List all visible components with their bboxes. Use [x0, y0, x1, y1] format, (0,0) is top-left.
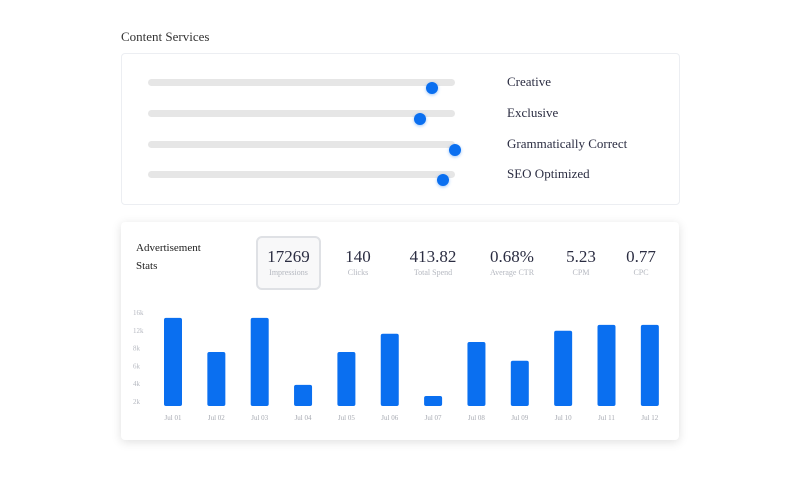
slider-label: Exclusive: [507, 105, 559, 120]
impressions-bar-chart: 16k 12k 8k 6k 4k 2k Jul 01 Jul 02 Jul 03 Jul 04 Ju…: [133, 309, 659, 422]
stat-value: 140: [345, 247, 371, 266]
bar-jul-11[interactable]: [597, 324, 616, 406]
bar-jul-01[interactable]: [164, 317, 182, 406]
x-tick-label: Jul 02: [208, 414, 225, 422]
advertisement-stats-card: Advertisement Stats 17269 Impressions 14…: [121, 222, 679, 440]
y-tick-label: 6k: [133, 362, 141, 370]
x-tick-label: Jul 10: [555, 414, 572, 422]
y-tick-label: 2k: [133, 398, 141, 406]
slider-handle[interactable]: [449, 144, 461, 156]
bar-jul-09[interactable]: [510, 360, 529, 406]
y-tick-label: 12k: [133, 327, 144, 335]
stat-label: Impressions: [269, 268, 308, 277]
content-services-card: Creative Exclusive Grammatically Correct…: [121, 53, 680, 205]
y-tick-label: 4k: [133, 380, 141, 388]
advertisement-stats-title: Advertisement Stats: [136, 242, 201, 272]
stat-label: Total Spend: [413, 268, 453, 277]
slider-label: Grammatically Correct: [507, 136, 628, 151]
stat-clicks[interactable]: 140 Clicks: [333, 236, 383, 286]
bar-jul-06[interactable]: [380, 333, 399, 406]
slider-label: Creative: [507, 74, 552, 89]
stat-average-ctr[interactable]: 0.68% Average CTR: [481, 236, 543, 286]
slider-creative[interactable]: [148, 79, 455, 94]
bar-jul-08[interactable]: [467, 341, 486, 406]
bar-jul-05[interactable]: [337, 351, 356, 406]
slider-exclusive[interactable]: [148, 110, 455, 125]
x-tick-label: Jul 03: [251, 414, 268, 422]
y-tick-label: 8k: [133, 345, 141, 353]
bar-jul-02[interactable]: [207, 351, 226, 406]
x-tick-label: Jul 09: [511, 414, 528, 422]
x-tick-label: Jul 05: [338, 414, 355, 422]
stat-value: 5.23: [566, 247, 596, 266]
stat-impressions[interactable]: 17269 Impressions: [256, 236, 321, 290]
x-tick-label: Jul 12: [641, 414, 658, 422]
stat-cpm[interactable]: 5.23 CPM: [556, 236, 606, 286]
stat-value: 0.68%: [490, 247, 534, 266]
bar-jul-03[interactable]: [250, 317, 269, 406]
bar-jul-07[interactable]: [424, 396, 443, 406]
slider-row-seo-optimized: SEO Optimized: [148, 165, 648, 186]
bar-jul-10[interactable]: [554, 330, 573, 406]
content-services-title: Content Services: [121, 29, 210, 44]
stat-total-spend[interactable]: 413.82 Total Spend: [403, 236, 463, 286]
stat-value: 413.82: [409, 247, 457, 266]
bar-jul-12[interactable]: [640, 324, 659, 406]
stat-value: 0.77: [626, 247, 656, 266]
y-tick-label: 16k: [133, 309, 144, 317]
x-tick-label: Jul 08: [468, 414, 485, 422]
stat-label: CPM: [572, 268, 590, 277]
x-tick-label: Jul 11: [598, 414, 615, 422]
slider-row-grammatically-correct: Grammatically Correct: [148, 135, 648, 156]
x-tick-label: Jul 01: [165, 414, 182, 422]
slider-row-creative: Creative: [148, 73, 648, 94]
x-tick-label: Jul 07: [425, 414, 442, 422]
slider-row-exclusive: Exclusive: [148, 104, 648, 125]
bar-jul-04[interactable]: [294, 384, 313, 406]
stat-cpc[interactable]: 0.77 CPC: [616, 236, 666, 286]
x-tick-label: Jul 06: [381, 414, 398, 422]
x-tick-label: Jul 04: [295, 414, 312, 422]
stat-label: Average CTR: [489, 268, 535, 277]
slider-seo-optimized[interactable]: [148, 171, 455, 186]
stat-label: CPC: [633, 268, 649, 277]
slider-handle[interactable]: [425, 82, 438, 94]
stat-value: 17269: [267, 247, 310, 266]
slider-label: SEO Optimized: [507, 166, 590, 181]
slider-grammatically-correct[interactable]: [148, 141, 461, 156]
slider-handle[interactable]: [436, 174, 449, 186]
slider-handle[interactable]: [414, 113, 426, 125]
stat-label: Clicks: [347, 268, 369, 277]
